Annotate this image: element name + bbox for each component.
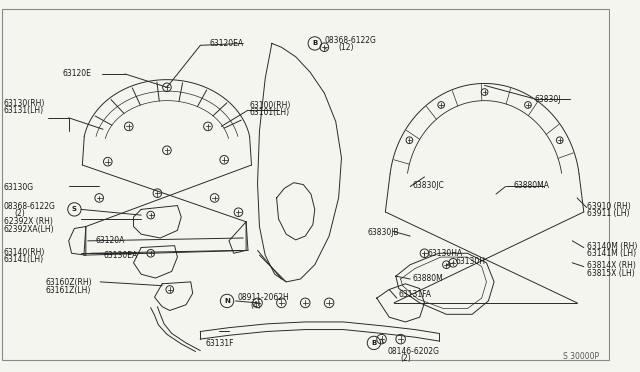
Text: (2): (2): [14, 209, 25, 218]
Text: N: N: [224, 298, 230, 304]
Text: 63131(LH): 63131(LH): [4, 106, 44, 115]
Text: 63160Z(RH): 63160Z(RH): [46, 278, 92, 287]
Text: 63131F: 63131F: [205, 339, 234, 348]
Text: 63814X (RH): 63814X (RH): [587, 261, 636, 270]
Text: 63140(RH): 63140(RH): [4, 247, 45, 257]
Text: 63131FA: 63131FA: [399, 289, 432, 298]
Text: 63100(RH): 63100(RH): [250, 101, 291, 110]
Text: 63130(RH): 63130(RH): [4, 99, 45, 108]
Text: 63830JC: 63830JC: [412, 181, 444, 190]
Text: 63141M (LH): 63141M (LH): [587, 250, 636, 259]
Text: B: B: [371, 340, 376, 346]
Text: 08146-6202G: 08146-6202G: [387, 347, 439, 356]
Text: S: S: [72, 206, 77, 212]
Text: 63830J: 63830J: [534, 95, 561, 104]
Text: 08368-6122G: 08368-6122G: [324, 36, 376, 45]
Text: (4): (4): [250, 301, 260, 310]
Text: 63130EA: 63130EA: [103, 251, 137, 260]
Text: 63880M: 63880M: [412, 274, 443, 283]
Text: 63161Z(LH): 63161Z(LH): [46, 286, 91, 295]
Text: 63120E: 63120E: [62, 69, 91, 78]
Text: 62392X (RH): 62392X (RH): [4, 217, 52, 226]
Text: 08911-2062H: 08911-2062H: [237, 293, 289, 302]
Text: 62392XA(LH): 62392XA(LH): [4, 225, 54, 234]
Text: 63910 (RH): 63910 (RH): [587, 202, 630, 211]
Text: 63130G: 63130G: [4, 183, 34, 192]
Text: B: B: [312, 41, 317, 46]
Text: S 30000P: S 30000P: [563, 352, 599, 362]
Text: 63140M (RH): 63140M (RH): [587, 242, 637, 251]
Text: 63101(LH): 63101(LH): [250, 108, 290, 117]
Text: (12): (12): [339, 44, 354, 52]
Text: 08368-6122G: 08368-6122G: [4, 202, 56, 211]
Text: 63830JB: 63830JB: [367, 228, 399, 237]
Text: 63130H: 63130H: [456, 257, 486, 266]
Text: 63120A: 63120A: [95, 236, 125, 245]
Text: 63141(LH): 63141(LH): [4, 255, 44, 264]
Text: 63130HA: 63130HA: [428, 250, 463, 259]
Text: (2): (2): [401, 355, 412, 363]
Text: 63911 (LH): 63911 (LH): [587, 209, 629, 218]
Text: 63815X (LH): 63815X (LH): [587, 269, 634, 278]
Text: 63120EA: 63120EA: [210, 39, 244, 48]
Text: 63880MA: 63880MA: [513, 181, 549, 190]
